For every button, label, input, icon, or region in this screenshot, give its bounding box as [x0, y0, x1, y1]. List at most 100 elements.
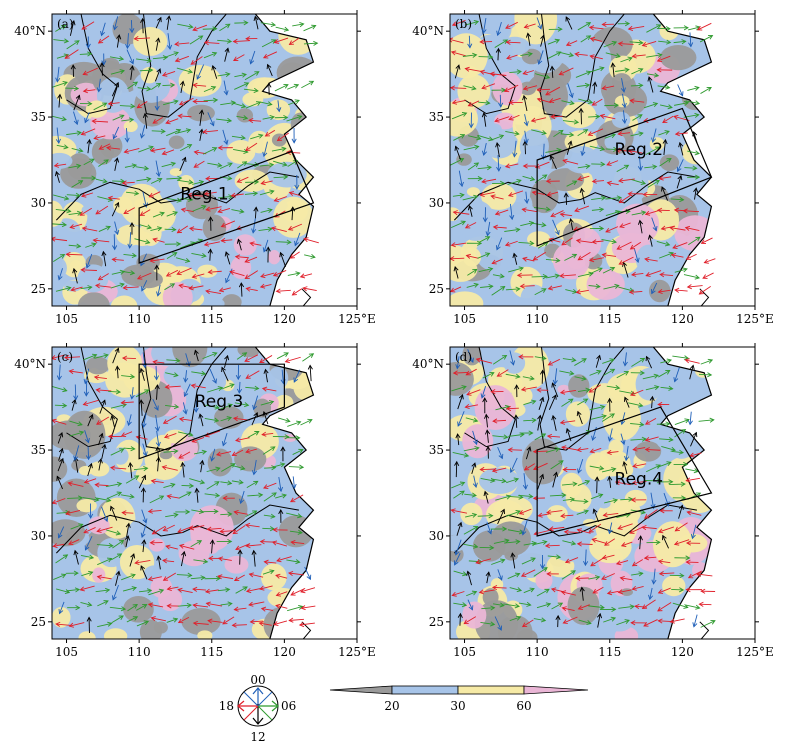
- wind-arrow: [559, 389, 576, 395]
- wind-arrow: [202, 129, 218, 135]
- wind-arrow: [234, 72, 247, 78]
- wind-arrow: [539, 555, 546, 570]
- wind-arrow: [81, 21, 95, 30]
- wind-arrow: [477, 165, 492, 171]
- wind-arrow: [489, 71, 507, 77]
- wind-arrow: [494, 209, 509, 216]
- wind-arrow: [644, 436, 659, 442]
- wind-arrow: [121, 355, 136, 361]
- wind-arrow: [187, 192, 204, 198]
- wind-arrow: [674, 267, 688, 273]
- wind-arrow: [475, 558, 492, 565]
- wind-arrow: [687, 174, 701, 180]
- wind-arrow: [262, 141, 268, 158]
- wind-arrow: [591, 239, 604, 245]
- wind-arrow: [55, 208, 72, 214]
- wind-arrow: [451, 112, 468, 120]
- wind-arrow: [221, 432, 228, 447]
- wind-arrow: [649, 395, 655, 409]
- wind-arrow: [239, 490, 245, 505]
- wind-arrow: [480, 385, 487, 399]
- wind-arrow: [101, 506, 109, 523]
- wind-arrow: [644, 447, 661, 453]
- wind-arrow: [253, 206, 259, 219]
- wind-arrow: [166, 585, 179, 592]
- wind-arrow: [468, 112, 474, 129]
- wind-arrow: [559, 52, 575, 58]
- wind-arrow: [217, 38, 233, 44]
- wind-arrow: [271, 146, 287, 152]
- wind-arrow: [66, 130, 82, 136]
- wind-arrow: [601, 21, 614, 27]
- wind-arrow: [207, 248, 213, 261]
- panel-label-b: (b): [455, 17, 472, 31]
- region-box-a: [138, 150, 315, 264]
- wind-arrow: [472, 475, 478, 489]
- wind-arrow: [658, 175, 672, 181]
- wind-arrow: [685, 540, 701, 546]
- wind-arrow: [643, 102, 659, 109]
- wind-arrow: [661, 445, 676, 452]
- wind-arrow: [207, 269, 222, 275]
- wind-arrow: [687, 85, 700, 91]
- wind-arrow: [79, 101, 93, 107]
- wind-arrow: [119, 103, 136, 109]
- wind-arrow: [188, 226, 203, 232]
- wind-arrow: [601, 252, 617, 258]
- wind-arrow: [523, 399, 537, 406]
- wind-arrow: [84, 112, 90, 124]
- wind-arrow: [73, 445, 80, 461]
- wind-arrow: [274, 83, 289, 92]
- wind-arrow: [178, 97, 194, 106]
- wind-arrow: [657, 207, 670, 213]
- wind-arrow: [80, 554, 95, 560]
- wind-arrow: [65, 509, 81, 516]
- wind-arrow: [641, 41, 657, 47]
- x-tick-label: 120: [671, 312, 694, 326]
- wind-arrow: [248, 572, 264, 578]
- wind-arrow: [562, 496, 576, 503]
- wind-arrow: [685, 477, 700, 483]
- wind-arrow: [451, 99, 466, 105]
- wind-arrow: [643, 555, 657, 561]
- wind-arrow: [151, 128, 166, 134]
- wind-arrow: [196, 64, 205, 80]
- wind-arrow: [164, 226, 177, 233]
- wind-arrow: [702, 272, 714, 279]
- wind-arrow: [477, 513, 494, 519]
- wind-arrow: [66, 192, 81, 198]
- wind-arrow: [660, 358, 672, 364]
- wind-arrow: [684, 358, 700, 364]
- wind-arrow: [534, 433, 547, 441]
- wind-arrow: [294, 232, 301, 247]
- wind-arrow: [591, 195, 607, 201]
- wind-arrow: [191, 252, 207, 258]
- wind-arrow: [220, 416, 233, 422]
- wind-arrow: [231, 135, 246, 141]
- wind-arrow: [629, 241, 642, 250]
- river-line: [55, 504, 299, 554]
- wind-arrow: [68, 369, 83, 375]
- wind-arrow: [204, 492, 221, 498]
- sea-mask: [653, 347, 755, 639]
- wind-arrow: [71, 180, 84, 188]
- wind-arrow: [509, 203, 515, 221]
- wind-arrow: [135, 389, 150, 398]
- wind-arrow: [111, 584, 119, 601]
- wind-arrow: [490, 194, 504, 200]
- y-tick-label: 30: [31, 196, 46, 210]
- wind-arrow: [600, 606, 617, 612]
- wind-arrow: [699, 35, 714, 43]
- wind-arrow: [552, 471, 559, 488]
- wind-arrow: [96, 526, 113, 533]
- wind-arrow: [656, 67, 673, 73]
- wind-arrow: [105, 481, 123, 488]
- wind-arrow: [52, 222, 68, 228]
- wind-arrow: [467, 162, 480, 171]
- wind-arrow: [561, 398, 574, 407]
- wind-arrow: [176, 67, 194, 74]
- wind-arrow: [465, 368, 477, 376]
- wind-arrow: [138, 474, 147, 489]
- wind-arrow: [273, 160, 288, 167]
- wind-arrow: [251, 412, 259, 426]
